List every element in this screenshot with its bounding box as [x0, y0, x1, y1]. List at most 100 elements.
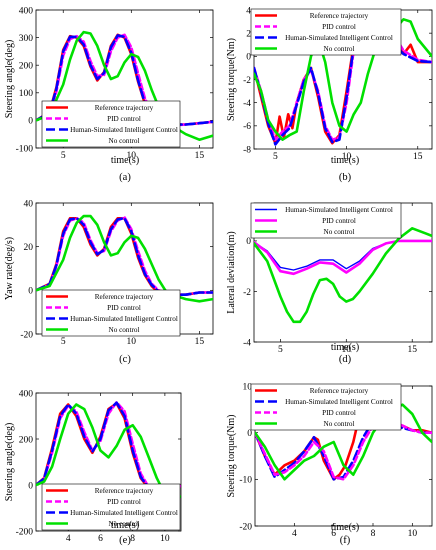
x-tick-label: 6 [98, 534, 103, 544]
legend-entry: Human-Simulated Intelligent Control [285, 206, 393, 214]
panel-4: 4 6 8 10 -200 0 200 400 Reference trajectory PID … [4, 389, 182, 546]
legend-entry: Human-Simulated Intelligent Control [70, 509, 178, 517]
y-tick-label: -6 [243, 122, 251, 132]
x-axis-label: time(s) [111, 520, 139, 531]
x-axis-label: time(s) [331, 522, 359, 533]
y-tick-label: 4 [246, 6, 251, 16]
x-tick-label: 4 [292, 529, 297, 539]
x-tick-label: 5 [278, 345, 283, 355]
legend-entry: PID control [322, 217, 356, 225]
x-tick-label: 15 [195, 337, 205, 347]
x-tick-label: 10 [342, 152, 352, 162]
legend-entry: Reference trajectory [310, 12, 369, 20]
y-tick-label: 0 [28, 117, 33, 127]
y-tick-label: -2 [243, 288, 251, 298]
y-tick-label: 0 [247, 429, 252, 439]
legend-entry: Human-Simulated Intelligent Control [70, 126, 178, 134]
y-tick-label: 20 [24, 243, 34, 253]
panel-5: 4 6 8 10 -20 -10 0 10 Reference trajectory Human-… [226, 382, 433, 546]
panel-label: (f) [340, 535, 351, 546]
series-line-0 [254, 240, 432, 271]
x-tick-label: 6 [331, 529, 336, 539]
y-tick-label: 200 [19, 62, 34, 72]
series-line-0 [36, 217, 213, 297]
x-tick-label: 10 [408, 529, 418, 539]
legend-entry: PID control [322, 23, 356, 31]
legend-entry: Human-Simulated Intelligent Control [285, 34, 393, 42]
series-line-1 [254, 239, 432, 276]
y-tick-label: 0 [28, 481, 33, 491]
y-tick-label: 2 [246, 29, 251, 39]
x-tick-label: 10 [342, 345, 352, 355]
legend-entry: PID control [107, 304, 141, 312]
y-tick-label: -4 [243, 338, 251, 348]
legend-entry: No control [109, 326, 140, 334]
y-tick-label: 0 [246, 53, 251, 63]
legend-entry: Reference trajectory [95, 293, 154, 301]
y-tick-label: -8 [243, 145, 251, 155]
series-line-3 [255, 403, 432, 481]
y-tick-label: 400 [19, 6, 34, 16]
panel-label: (d) [339, 354, 352, 365]
y-tick-label: 0 [28, 287, 33, 297]
series-line-3 [36, 403, 181, 501]
x-tick-label: 15 [195, 151, 205, 161]
y-axis-label: Steering angle(deg) [4, 423, 15, 502]
legend-entry: PID control [107, 115, 141, 123]
x-axis-label: time(s) [331, 155, 359, 166]
plot-frame [35, 9, 214, 149]
legend-entry: No control [109, 520, 140, 528]
y-axis-label: Yaw rate(deg/s) [4, 237, 15, 300]
x-tick-label: 8 [371, 529, 376, 539]
series-line-3 [36, 214, 213, 303]
y-tick-label: 0 [246, 237, 251, 247]
legend-entry: No control [324, 420, 355, 428]
plot-frame [35, 392, 182, 532]
panel-label: (e) [119, 535, 131, 546]
x-tick-label: 5 [61, 337, 66, 347]
y-tick-label: -4 [243, 99, 251, 109]
panel-2: 5 10 15 -20 0 20 40 Reference trajectory PID con… [4, 199, 214, 365]
x-tick-label: 15 [413, 152, 423, 162]
x-tick-label: 5 [61, 151, 66, 161]
series-line-2 [36, 217, 213, 297]
y-tick-label: -10 [239, 476, 252, 486]
y-axis-label: Lateral deviation(m) [226, 231, 237, 313]
x-tick-label: 10 [160, 534, 170, 544]
y-tick-label: -100 [16, 144, 34, 154]
y-axis-label: Steering torque(Nm) [226, 38, 237, 121]
legend-entry: No control [324, 228, 355, 236]
legend-entry: Reference trajectory [95, 104, 154, 112]
y-tick-label: 200 [19, 435, 34, 445]
legend-entry: No control [109, 137, 140, 145]
panel-3: 5 10 15 -4 -2 0 Human-Simulated Intelligent Co… [226, 202, 433, 365]
legend-entry: Human-Simulated Intelligent Control [285, 398, 393, 406]
panel-0: 5 10 15 -100 0 100 200 300 400 Reference trajecto… [4, 6, 214, 183]
y-tick-label: -20 [20, 330, 33, 340]
y-tick-label: -20 [239, 522, 252, 532]
panel-label: (c) [119, 354, 131, 365]
x-tick-label: 15 [407, 345, 417, 355]
panel-label: (a) [119, 172, 131, 183]
legend-entry: No control [324, 45, 355, 53]
y-tick-label: -2 [243, 76, 251, 86]
y-tick-label: 10 [243, 382, 253, 392]
y-tick-label: 300 [19, 34, 34, 44]
y-axis-label: Steering angle(deg) [4, 40, 15, 119]
panel-label: (b) [339, 172, 352, 183]
y-tick-label: 100 [19, 89, 34, 99]
x-tick-label: 4 [66, 534, 71, 544]
x-tick-label: 10 [127, 151, 137, 161]
legend-entry: Human-Simulated Intelligent Control [70, 315, 178, 323]
legend-entry: Reference trajectory [310, 387, 369, 395]
y-tick-label: 400 [19, 389, 34, 399]
series-line-2 [254, 227, 432, 324]
x-axis-label: time(s) [331, 342, 359, 353]
y-tick-label: 40 [24, 199, 34, 209]
y-axis-label: Steering torque(Nm) [226, 414, 237, 497]
panel-1: 5 10 15 -8 -6 -4 -2 0 2 4 Reference trajectory PID … [226, 6, 433, 183]
series-line-1 [255, 417, 432, 481]
legend-entry: Reference trajectory [95, 487, 154, 495]
legend-entry: PID control [107, 498, 141, 506]
